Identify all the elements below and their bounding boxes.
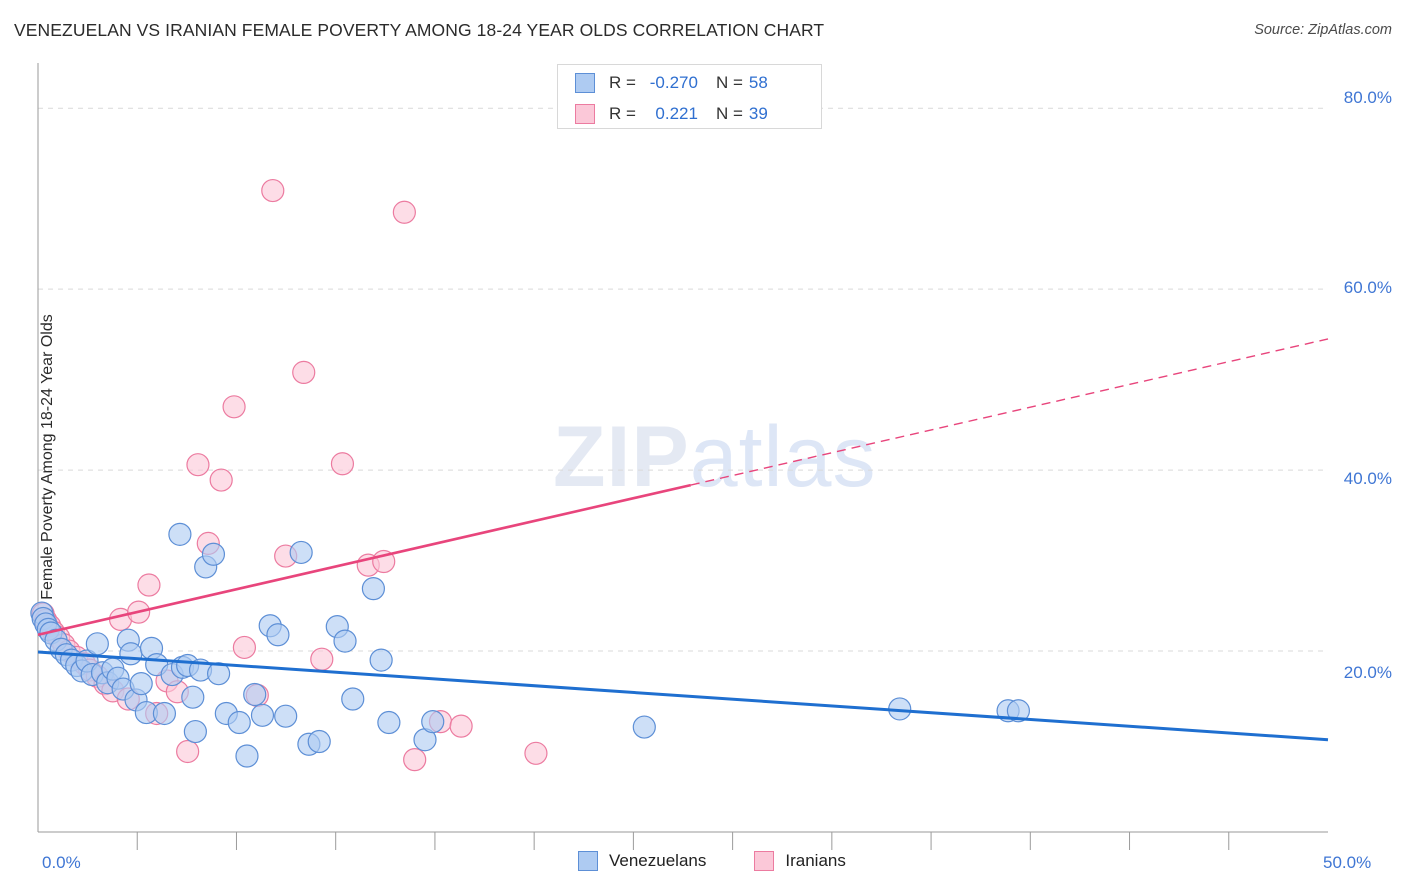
scatter-point[interactable]	[310, 647, 334, 671]
scatter-point[interactable]	[186, 453, 210, 477]
scatter-point[interactable]	[137, 573, 161, 597]
scatter-point[interactable]	[222, 395, 246, 419]
axis-lines	[37, 63, 1328, 833]
scatter-point[interactable]	[207, 662, 231, 686]
scatter-point[interactable]	[168, 522, 192, 546]
scatter-point[interactable]	[227, 710, 251, 735]
trendlines	[37, 338, 1329, 742]
y-tick-label-20: 20.0%	[1343, 663, 1392, 682]
legend-row-venezuelans: R = -0.270 N = 58	[575, 69, 821, 96]
legend-row-iranians: R = 0.221 N = 39	[575, 100, 821, 127]
series-label-venezuelans: Venezuelans	[609, 851, 707, 870]
y-tick-label-60: 60.0%	[1343, 278, 1392, 297]
scatter-point[interactable]	[341, 687, 365, 711]
source-attribution: Source: ZipAtlas.com	[1254, 22, 1392, 38]
scatter-point[interactable]	[292, 360, 316, 385]
gridlines	[38, 107, 1328, 652]
scatter-point[interactable]	[201, 542, 226, 566]
legend-n-value-venezuelans: 58	[748, 72, 768, 92]
scatter-point[interactable]	[261, 178, 285, 203]
series-legend: Venezuelans Iranians	[578, 851, 894, 871]
legend-r-value-venezuelans: -0.270	[649, 72, 698, 92]
series-swatch-venezuelans	[578, 851, 598, 871]
scatter-point[interactable]	[85, 632, 109, 656]
scatter-point[interactable]	[392, 200, 416, 224]
legend-r-label-iranians: R =	[609, 103, 636, 123]
scatter-point[interactable]	[209, 468, 233, 492]
scatter-point[interactable]	[176, 739, 200, 764]
x-tick-label-max: 50.0%	[1323, 853, 1372, 872]
page-title: VENEZUELAN VS IRANIAN FEMALE POVERTY AMO…	[14, 20, 825, 40]
trendline	[37, 650, 1329, 742]
scatter-point[interactable]	[289, 540, 313, 565]
scatter-point[interactable]	[181, 685, 205, 709]
series-legend-item-iranians[interactable]: Iranians	[754, 851, 846, 871]
scatter-point[interactable]	[421, 710, 445, 734]
scatter-point[interactable]	[250, 703, 275, 727]
scatter-point[interactable]	[403, 748, 427, 772]
scatter-point[interactable]	[232, 635, 256, 660]
legend-n-label-venezuelans: N =	[715, 72, 743, 92]
x-tick-label-min: 0.0%	[42, 853, 81, 872]
scatter-point[interactable]	[307, 729, 331, 754]
scatter-point[interactable]	[632, 715, 656, 739]
scatter-points-venezuelans[interactable]	[30, 522, 1031, 768]
series-label-iranians: Iranians	[785, 851, 846, 870]
scatter-point[interactable]	[235, 744, 259, 768]
trendline	[690, 338, 1329, 486]
legend-n-label-iranians: N =	[715, 103, 743, 123]
legend-swatch-venezuelans	[575, 72, 595, 93]
legend-n-value-iranians: 39	[748, 103, 768, 123]
legend-r-label-venezuelans: R =	[609, 72, 636, 92]
scatter-point[interactable]	[152, 701, 177, 726]
scatter-point[interactable]	[361, 577, 385, 601]
series-swatch-iranians	[754, 851, 775, 871]
scatter-point[interactable]	[333, 629, 357, 653]
scatter-point[interactable]	[243, 682, 267, 707]
scatter-point[interactable]	[377, 710, 401, 735]
scatter-point[interactable]	[449, 714, 473, 738]
scatter-point[interactable]	[183, 719, 207, 744]
scatter-point[interactable]	[330, 452, 355, 476]
correlation-stats-legend: R = -0.270 N = 58 R = 0.221 N = 39	[557, 64, 822, 129]
scatter-point[interactable]	[129, 672, 153, 696]
legend-swatch-iranians	[575, 103, 595, 124]
series-legend-item-venezuelans[interactable]: Venezuelans	[578, 851, 706, 871]
scatter-point[interactable]	[119, 642, 143, 666]
scatter-point[interactable]	[274, 704, 298, 728]
x-axis-ticks	[136, 832, 1230, 850]
y-tick-label-80: 80.0%	[1343, 88, 1392, 107]
scatter-point[interactable]	[524, 741, 548, 765]
legend-r-value-iranians: 0.221	[655, 103, 698, 123]
y-tick-label-40: 40.0%	[1343, 469, 1392, 488]
scatter-point[interactable]	[266, 623, 290, 647]
scatter-point[interactable]	[369, 648, 393, 672]
trendline	[37, 483, 692, 637]
scatter-point[interactable]	[1006, 699, 1031, 723]
